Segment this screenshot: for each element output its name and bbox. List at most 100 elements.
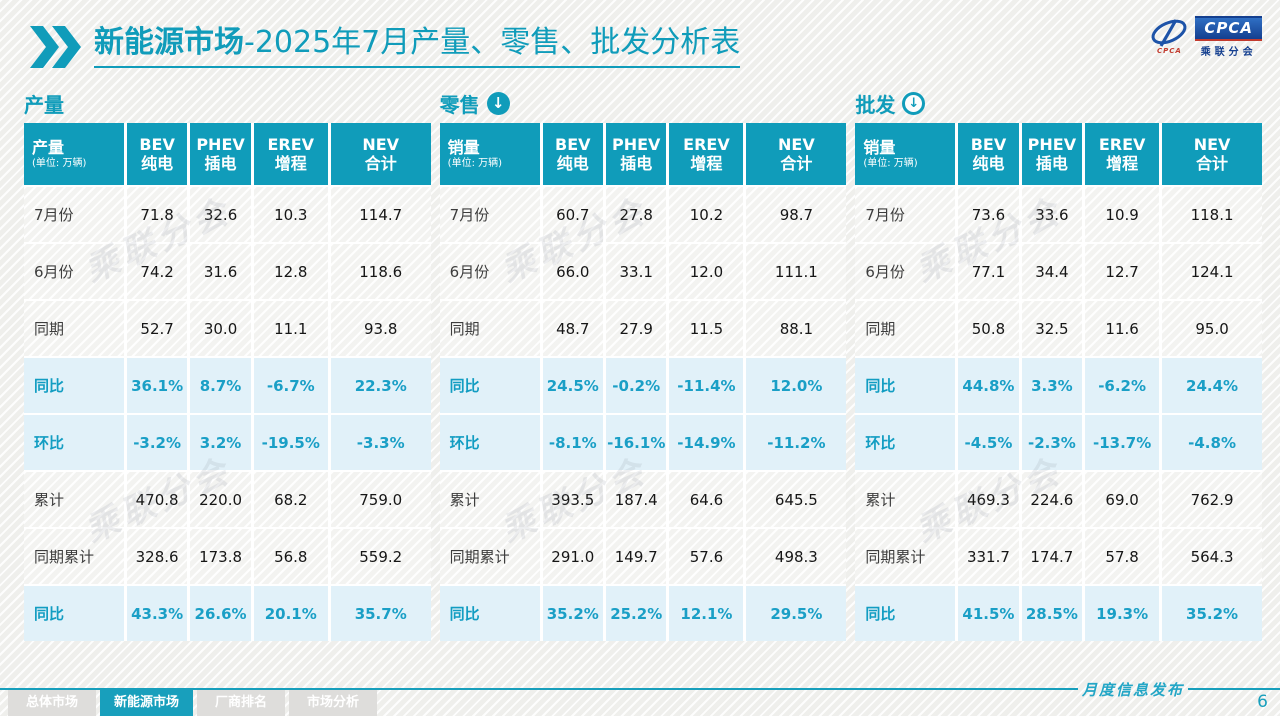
value-cell: 498.3 [746,529,847,584]
table-measure-label: 销量 [863,137,896,157]
value-cell: 57.8 [1085,529,1160,584]
value-cell: 111.1 [746,244,847,299]
value-cell: 32.6 [190,187,251,242]
footer-tab[interactable]: 新能源市场 [100,690,194,716]
value-cell: -16.1% [606,415,667,470]
value-cell: 77.1 [958,244,1019,299]
footer-tabs: 总体市场 新能源市场 厂商排名 市场分析 [8,690,378,716]
value-cell: 74.2 [126,244,188,299]
column-header: BEV 纯电 [126,123,188,185]
value-cell: 24.4% [1162,358,1263,413]
value-cell: -0.2% [606,358,667,413]
row-label: 6月份 [855,244,956,299]
value-cell: 24.5% [542,358,603,413]
footer-divider-right [1188,688,1280,690]
page-title: 新能源市场-2025年7月产量、零售、批发分析表 [94,26,741,68]
value-cell: -2.3% [1021,415,1083,470]
value-cell: 118.1 [1162,187,1263,242]
value-cell: 41.5% [958,586,1019,641]
value-cell: 69.0 [1085,472,1160,527]
value-cell: 20.1% [253,586,328,641]
value-cell: 60.7 [542,187,603,242]
value-cell: 8.7% [190,358,251,413]
value-cell: 469.3 [958,472,1019,527]
value-cell: -14.9% [669,415,744,470]
value-cell: 88.1 [746,301,847,356]
value-cell: 33.6 [1021,187,1083,242]
value-cell: 470.8 [126,472,188,527]
cpca-wordmark: CPCA 乘联分会 [1195,16,1262,58]
title-row: 新能源市场-2025年7月产量、零售、批发分析表 [30,26,741,68]
value-cell: 30.0 [190,301,251,356]
row-label: 同期累计 [855,529,956,584]
value-cell: 173.8 [190,529,251,584]
value-cell: 43.3% [126,586,188,641]
value-cell: 48.7 [542,301,603,356]
section-title: 产量 [24,92,64,117]
value-cell: 66.0 [542,244,603,299]
value-cell: 12.0% [746,358,847,413]
value-cell: -19.5% [253,415,328,470]
value-cell: 35.2% [542,586,603,641]
value-cell: 34.4 [1021,244,1083,299]
footer-tab[interactable]: 厂商排名 [197,690,286,716]
value-cell: 52.7 [126,301,188,356]
column-header: NEV 合计 [746,123,847,185]
row-label: 累计 [439,472,540,527]
row-label: 同期累计 [24,529,124,584]
value-cell: -3.3% [330,415,431,470]
footer-divider-left [0,688,1078,690]
row-label: 环比 [439,415,540,470]
data-table: 产量 (单位: 万辆) BEV 纯电 PHEV 插电 EREV 增程 NEV 合计 7月份 71.… [24,123,431,641]
value-cell: 11.6 [1085,301,1160,356]
value-cell: 12.7 [1085,244,1160,299]
section-header: 批发 ↓ [855,88,1262,118]
table-panel: 零售 ↓ 销量 (单位: 万辆) BEV 纯电 PHEV 插电 EREV 增程 NEV 合计 7… [439,88,847,641]
value-cell: 57.6 [669,529,744,584]
value-cell: 331.7 [958,529,1019,584]
value-cell: 10.2 [669,187,744,242]
value-cell: 174.7 [1021,529,1083,584]
value-cell: 44.8% [958,358,1019,413]
tables-row: 产量 产量 (单位: 万辆) BEV 纯电 PHEV 插电 EREV 增程 NEV 合计 7月份… [24,88,1263,641]
row-label: 6月份 [439,244,540,299]
footer-tab[interactable]: 总体市场 [8,690,96,716]
row-label: 同比 [24,586,124,641]
value-cell: 118.6 [330,244,431,299]
value-cell: 762.9 [1162,472,1263,527]
value-cell: -3.2% [126,415,188,470]
value-cell: -8.1% [542,415,603,470]
value-cell: 11.1 [253,301,328,356]
column-header: PHEV 插电 [1021,123,1083,185]
value-cell: 71.8 [126,187,188,242]
footer-tab[interactable]: 市场分析 [289,690,378,716]
value-cell: 393.5 [542,472,603,527]
cpca-swoosh-icon: CPCA [1148,19,1190,55]
value-cell: 645.5 [746,472,847,527]
value-cell: 12.1% [669,586,744,641]
value-cell: 27.9 [606,301,667,356]
value-cell: 31.6 [190,244,251,299]
value-cell: 12.8 [253,244,328,299]
table-panel: 批发 ↓ 销量 (单位: 万辆) BEV 纯电 PHEV 插电 EREV 增程 NEV 合计 7… [855,88,1263,641]
value-cell: 3.3% [1021,358,1083,413]
value-cell: 95.0 [1162,301,1263,356]
value-cell: 64.6 [669,472,744,527]
column-header: EREV 增程 [669,123,744,185]
cpca-acronym: CPCA [1195,16,1262,41]
value-cell: 22.3% [330,358,431,413]
section-header: 产量 [24,88,431,118]
cpca-swoosh-caption: CPCA [1156,47,1182,55]
table-corner-header: 产量 (单位: 万辆) [24,123,124,185]
row-label: 7月份 [439,187,540,242]
value-cell: 26.6% [190,586,251,641]
row-label: 环比 [855,415,956,470]
row-label: 同比 [439,358,540,413]
row-label: 同期累计 [439,529,540,584]
row-label: 环比 [24,415,124,470]
value-cell: 559.2 [330,529,431,584]
value-cell: -13.7% [1085,415,1160,470]
value-cell: 10.9 [1085,187,1160,242]
section-title: 批发 [855,92,896,117]
